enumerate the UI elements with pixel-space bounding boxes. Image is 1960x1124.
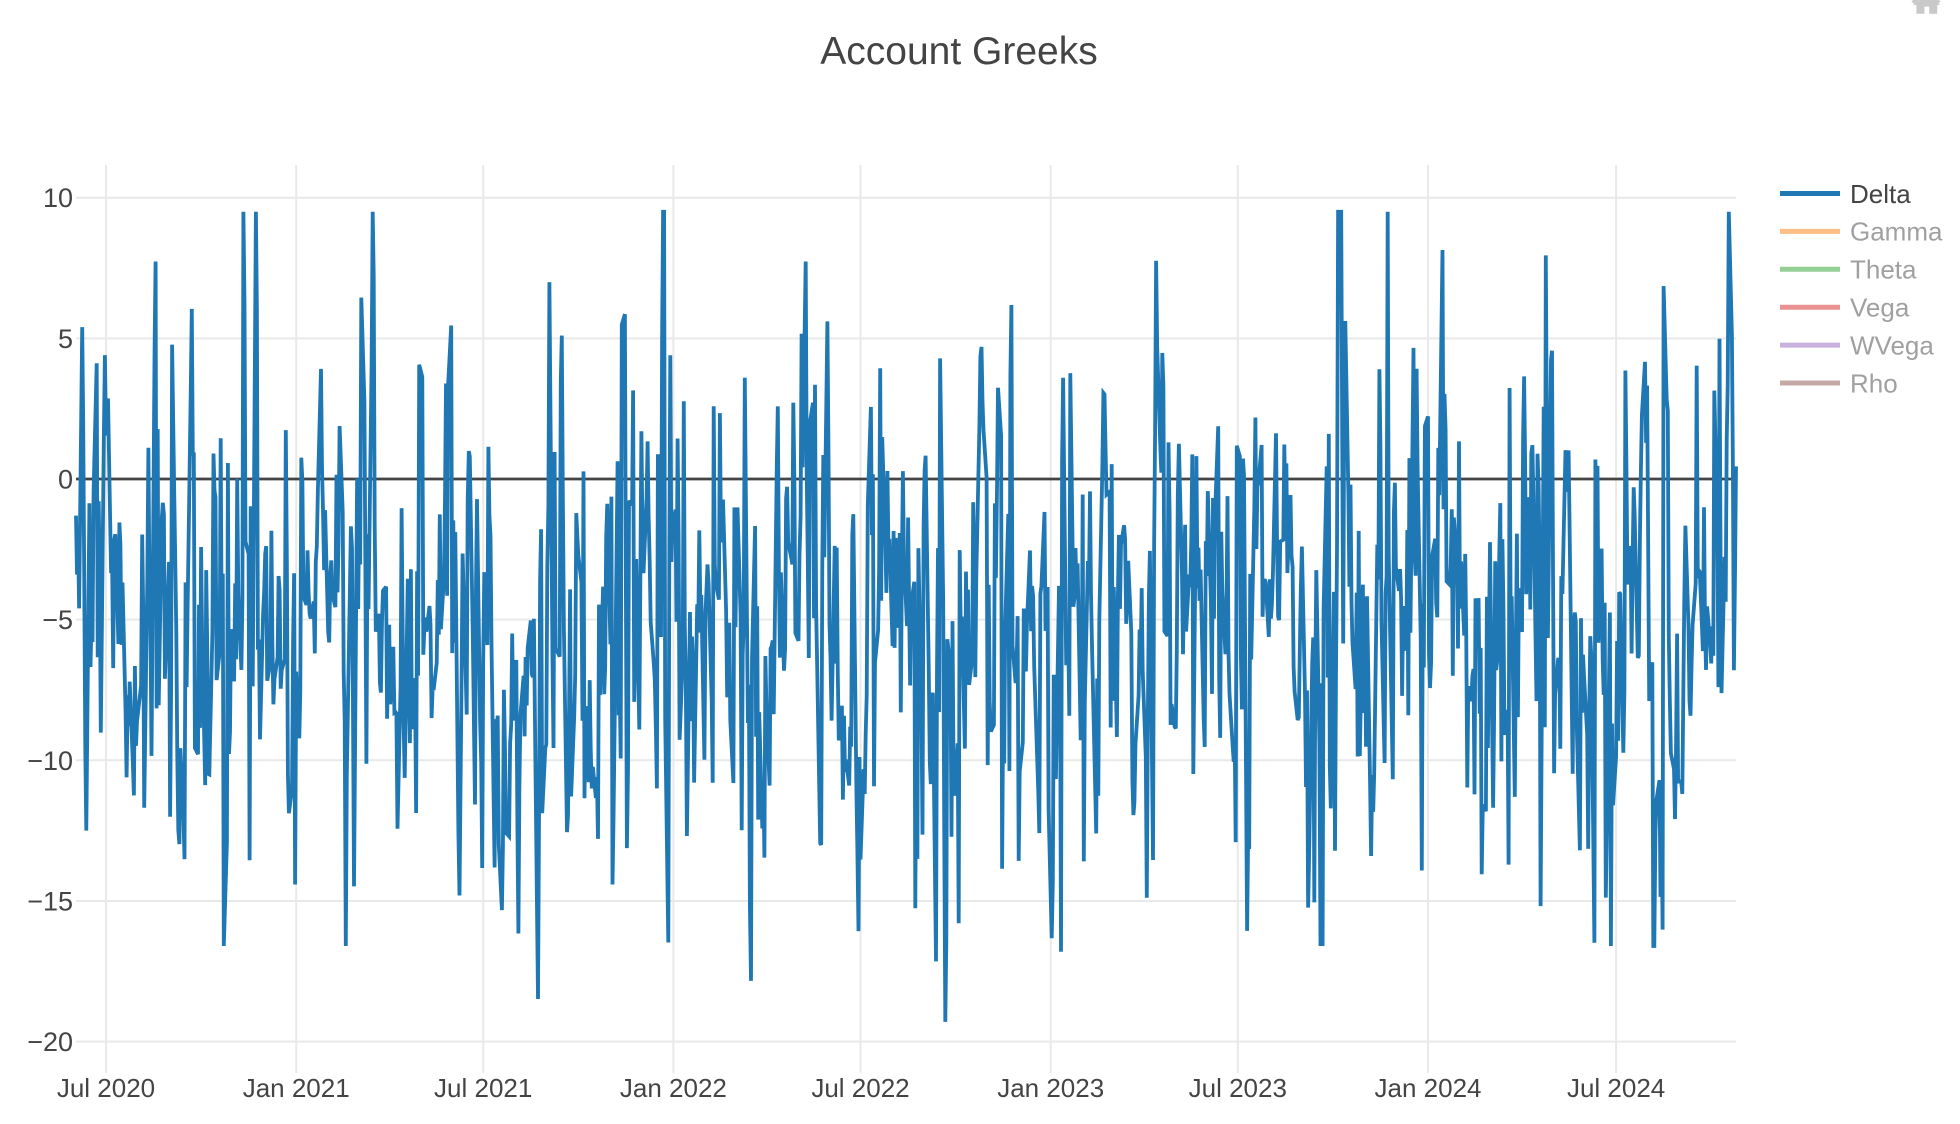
svg-text:Account Greeks: Account Greeks (820, 30, 1097, 73)
svg-text:Gamma: Gamma (1850, 217, 1943, 247)
svg-text:−15: −15 (27, 887, 73, 917)
svg-text:−10: −10 (27, 746, 73, 776)
svg-text:Jan 2023: Jan 2023 (997, 1073, 1104, 1103)
svg-text:10: 10 (43, 183, 73, 213)
svg-text:5: 5 (58, 324, 73, 354)
svg-text:Jul 2023: Jul 2023 (1189, 1073, 1287, 1103)
svg-text:Jan 2022: Jan 2022 (620, 1073, 727, 1103)
svg-text:Jul 2022: Jul 2022 (811, 1073, 909, 1103)
svg-text:Jan 2024: Jan 2024 (1375, 1073, 1482, 1103)
svg-text:−5: −5 (42, 605, 73, 635)
svg-text:Jan 2021: Jan 2021 (243, 1073, 350, 1103)
svg-text:Jul 2020: Jul 2020 (57, 1073, 155, 1103)
svg-text:−20: −20 (27, 1027, 73, 1057)
svg-text:WVega: WVega (1850, 330, 1934, 360)
svg-text:Jul 2021: Jul 2021 (434, 1073, 532, 1103)
svg-text:Jul 2024: Jul 2024 (1567, 1073, 1665, 1103)
svg-text:Vega: Vega (1850, 293, 1910, 323)
svg-text:Rho: Rho (1850, 368, 1898, 398)
svg-text:Delta: Delta (1850, 179, 1911, 209)
svg-text:Theta: Theta (1850, 255, 1917, 285)
svg-text:0: 0 (58, 465, 73, 495)
